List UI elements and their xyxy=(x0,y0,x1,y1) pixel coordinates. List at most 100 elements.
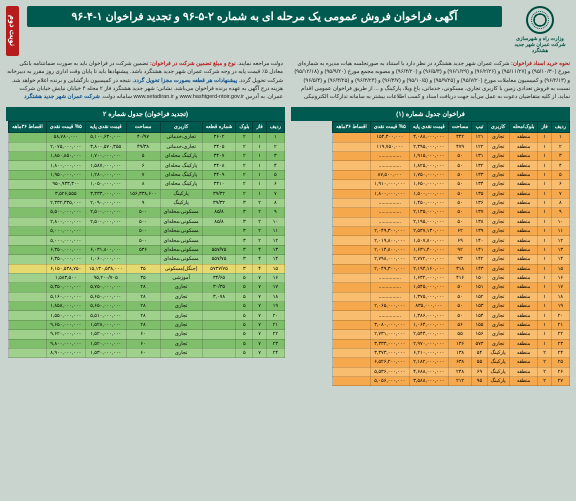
table-cell: ۵,۰۰۰,۰۰۰,۰۰۰ xyxy=(46,236,85,245)
table-cell: ۳ xyxy=(236,255,253,264)
table-cell: ۱ xyxy=(538,152,551,161)
table-cell: منطقه xyxy=(509,198,538,207)
table-cell: ۱۵۶,۳۳۸,۶۰۰ xyxy=(126,189,160,198)
table-cell: ۱ xyxy=(538,170,551,179)
table-row: ۱۹۱منطقهتجاری۱۵۳۵۰۸۳۵,۰۰۰,۰۰۰۲,۰۶۵,۰۰۰,۰… xyxy=(333,302,570,311)
table-cell: ۱۱۹,۷۵۰,۰۰۰ xyxy=(370,142,409,151)
table-cell: پارکینگ xyxy=(487,348,509,357)
table-cell: ۱ xyxy=(538,236,551,245)
table-header: %۵ قیمت نقدی xyxy=(46,122,85,133)
company-signature: شرکت عمران شهر جدید هشتگرد xyxy=(24,94,100,100)
table-cell: ۲ xyxy=(253,217,266,226)
table-cell: ۲,۱۸۲,۰۰۰,۰۰۰ xyxy=(409,358,448,367)
table-cell: ۶ xyxy=(266,180,284,189)
table-cell: ۱۴ xyxy=(266,255,284,264)
table-row: ۲۳۷۵تجاری۶۰۱,۵۲۰,۰۰۰,۰۰۰۹,۸۰۰,۰۰۰,۰۰۰ xyxy=(9,339,285,348)
table-cell: ۱ xyxy=(538,217,551,226)
table-row: ۶۱۲۳۴۱۰پارکینگ محله‌ای۸۱,۰۵۰,۰۰۰,۰۰۰۹۵۰,… xyxy=(9,180,285,189)
table-cell: ۱۶ xyxy=(551,273,569,282)
table-cell: ۳۶۰۲ xyxy=(202,133,236,142)
table-cell: تجاری xyxy=(487,311,509,320)
table-cell: پارکینگ xyxy=(487,358,509,367)
table-cell: منطقه xyxy=(509,170,538,179)
table-cell xyxy=(9,198,47,207)
table-cell: ۱۳۱ xyxy=(472,152,487,161)
table-cell: ۲۴ xyxy=(266,348,284,357)
table-cell: ۵,۰۵۶,۰۰۰,۰۰۰ xyxy=(370,377,409,386)
table-cell: ۱۷ xyxy=(551,283,569,292)
table-cell: ................ xyxy=(370,217,409,226)
table-cell xyxy=(333,170,371,179)
table-cell xyxy=(333,198,371,207)
table-cell: ۶ xyxy=(126,161,160,170)
table-cell: تجاری xyxy=(487,152,509,161)
blue-note-1: پیشنهادات هر قطعه بصورت مجزا تحویل گردد. xyxy=(132,78,237,84)
table-row: ۳۱۲۳۴۰۷پارکینگ محله‌ای۵۱,۷۰۰,۰۰۰,۰۰۰۱,۸۵… xyxy=(9,152,285,161)
table-cell: منطقه xyxy=(509,264,538,273)
table-cell: ۱۳۸ xyxy=(472,217,487,226)
table-cell: ۲,۱۹۴,۱۶۰,۰۰۰ xyxy=(409,264,448,273)
table-cell: ۵۰۰ xyxy=(126,227,160,236)
table-cell: منطقه xyxy=(509,227,538,236)
table-cell: تجاری xyxy=(487,255,509,264)
table-cell xyxy=(9,302,47,311)
table-cell xyxy=(333,236,371,245)
table-cell: ۱ xyxy=(538,292,551,301)
table-cell: تجاری،خدماتی xyxy=(160,142,202,151)
table-row: ۱۵۱منطقهتجاری۱۴۳۳۱۸۲,۱۹۴,۱۶۰,۰۰۰۲,۰۴۹,۳۰… xyxy=(333,264,570,273)
table-row: ۸۲۳۳۹/۳۲پارکینگ۹۲,۰۹۰,۰۰۰,۰۰۰۲,۳۳۲,۳۳۵,۰… xyxy=(9,198,285,207)
table-cell xyxy=(333,245,371,254)
table-cell: ۵,۵۱۰,۰۰۰,۰۰۰ xyxy=(85,311,126,320)
table-cell: ۶,۱۵۰,۵۳۸,۷۵۰ xyxy=(46,264,85,273)
table-cell: ۷ xyxy=(253,320,266,329)
table-row: ۱۷۷۵۳۰/۳۵تجاری۲۸۵,۷۵۰,۰۰۰,۰۰۰۵,۳۵۰,۰۰۰,۰… xyxy=(9,283,285,292)
table-cell: ۳۵ xyxy=(126,273,160,282)
table-cell xyxy=(333,180,371,189)
table-cell: ۵ xyxy=(236,348,253,357)
table-cell xyxy=(9,264,47,273)
table-cell: ۱,۲۸۰,۰۰۰,۰۰۰ xyxy=(85,170,126,179)
table-cell: ۱,۵۸۳,۵۰۰ xyxy=(46,273,85,282)
table-cell: ۵ xyxy=(236,330,253,339)
table-header: مساحت xyxy=(448,122,472,133)
table-cell: ۱,۵۲۰,۰۰۰,۰۰۰ xyxy=(85,330,126,339)
table-cell: منطقه xyxy=(509,273,538,282)
table-cell: ۱,۵۸۷,۰۰۰,۰۰۰ xyxy=(85,161,126,170)
table-cell: ۲ xyxy=(538,348,551,357)
table-cell: ۱۵۶ xyxy=(472,330,487,339)
table-row: ۱۱۲۳مسکونی،محله‌ای۵۰۰۵,۰۰۰,۰۰۰,۰۰۰ xyxy=(9,227,285,236)
table-cell: ۱,۴۵۰,۰۰۰,۰۰۰ xyxy=(409,198,448,207)
table-cell: تجاری xyxy=(487,236,509,245)
table-cell: ۲۸ xyxy=(126,311,160,320)
table-cell: ۱,۸۵۰,۸۵۰,۰۰۰ xyxy=(46,152,85,161)
table-cell: تجاری xyxy=(160,292,202,301)
table-cell: ۱۳۲ xyxy=(472,161,487,170)
table-cell: ۱۸ xyxy=(266,292,284,301)
table-cell: ۸ xyxy=(551,198,569,207)
table-cell: ۳۴/۶۵ xyxy=(202,273,236,282)
table-cell xyxy=(333,358,371,367)
table-row: ۷۱۲۳۹/۳۲پارکینگ۱۵۶,۳۳۸,۶۰۰۳,۳۳۳,۰۰۰,۰۰۰۳… xyxy=(9,189,285,198)
table-cell: ۵۵ xyxy=(472,358,487,367)
table-cell: ۱,۵۰۰,۰۰۰,۰۰۰ xyxy=(409,189,448,198)
table-cell xyxy=(333,348,371,357)
table-cell: ۵۰ xyxy=(448,283,472,292)
table-cell: ۳۴۲ xyxy=(448,133,472,142)
table-cell xyxy=(9,311,47,320)
table-header: کاربری xyxy=(160,122,202,133)
table-cell: ۵,۶۵۰,۰۰۰,۰۰۰ xyxy=(85,292,126,301)
table-cell: تجاری xyxy=(487,273,509,282)
table-cell: منطقه xyxy=(509,283,538,292)
table-cell: ۷ xyxy=(253,273,266,282)
table-cell: ۱۱ xyxy=(266,227,284,236)
table-cell: ۹۲ xyxy=(448,245,472,254)
table-row: ۱۵۴۳۵۷۳۷/۷۵(جنگل)مسکونی۳۵۱۵,۱۳۰,۵۳۸,۰۰۰۶… xyxy=(9,264,285,273)
table-cell: ۱۵۵ xyxy=(472,320,487,329)
table-cell: ۱۳۳ xyxy=(472,170,487,179)
table-header: بلوک xyxy=(236,122,253,133)
table-cell xyxy=(202,320,236,329)
table-cell: ۱۴۲ xyxy=(472,255,487,264)
table-cell xyxy=(9,273,47,282)
table-cell: ۲,۹۷۰,۰۰۰,۰۰۰ xyxy=(409,339,448,348)
table-cell: ۱۵,۱۳۰,۵۳۸,۰۰۰ xyxy=(85,264,126,273)
